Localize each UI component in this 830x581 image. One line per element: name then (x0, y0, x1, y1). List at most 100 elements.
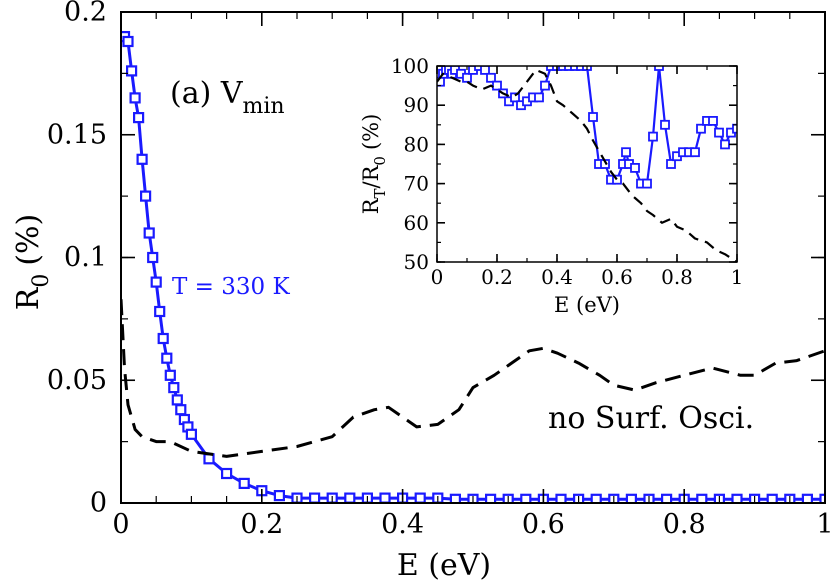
inset-data-point (732, 123, 737, 134)
main-series-line-1 (121, 299, 825, 458)
inset-data-point (540, 80, 550, 91)
inset-y-tick-label: 60 (404, 211, 429, 235)
main-y-tick-label: 0.1 (64, 242, 107, 273)
inset-data-point (534, 92, 544, 103)
main-tick-layer: 0 0.2 0.4 0.6 0.8 1 0 0.05 0.1 0.15 0.2 (47, 0, 830, 540)
main-y-tick-label: 0 (90, 488, 107, 519)
inset-y-axis-title-unit: (%) (359, 114, 383, 150)
main-data-point (485, 493, 497, 503)
main-data-point (590, 493, 602, 503)
main-data-point (122, 35, 134, 48)
main-data-point (147, 251, 159, 264)
main-data-point (168, 382, 180, 394)
inset-y-axis-title-sub2: 0 (371, 156, 389, 166)
main-data-point (161, 352, 173, 364)
inset-data-point (654, 66, 664, 71)
main-data-point (660, 493, 673, 503)
main-series-1 (121, 299, 825, 458)
inset-data-point (480, 66, 490, 75)
main-data-point (273, 490, 285, 502)
main-data-point (140, 190, 152, 202)
inset-data-point (708, 116, 718, 126)
inset-data-point (462, 72, 472, 83)
inset-x-tick-label: 0.2 (481, 265, 513, 289)
inset-data-point (588, 112, 598, 122)
inset-data-point (621, 147, 631, 158)
main-data-point (731, 493, 743, 503)
inset-y-tick-label: 70 (404, 172, 429, 196)
inset-x-tick-label: 0 (431, 265, 444, 289)
inset-y-tick-label: 100 (391, 54, 429, 78)
main-data-point (185, 428, 197, 440)
inset-y-axis-title-sub1: T (371, 188, 389, 198)
main-y-axis-title-sub: 0 (29, 274, 54, 288)
main-data-point (129, 92, 141, 104)
inset-x-tick-label: 0.4 (541, 265, 573, 289)
main-x-axis-title: E (eV) (397, 548, 491, 581)
inset-data-point (714, 127, 724, 138)
main-x-tick-label: 0 (112, 509, 129, 540)
inset-data-point (666, 159, 676, 169)
main-data-point (801, 493, 814, 503)
inset-data-point (612, 174, 622, 185)
main-x-tick-label: 0.2 (240, 509, 283, 540)
main-data-point (150, 276, 162, 288)
inset-x-tick-label: 1 (731, 265, 744, 289)
inset-data-point (696, 123, 706, 134)
main-x-tick-label: 0.4 (381, 509, 424, 540)
inset-data-point (546, 66, 556, 71)
inset-y-tick-label: 90 (404, 93, 429, 117)
inset-data-point (630, 162, 640, 173)
inset-x-tick-label: 0.6 (601, 265, 633, 289)
main-data-point (414, 492, 426, 503)
main-data-point (379, 492, 391, 503)
main-data-point (819, 493, 825, 503)
inset-series-line-1 (437, 68, 737, 262)
main-x-tick-label: 0.8 (663, 509, 706, 540)
main-series-layer (121, 30, 825, 503)
main-data-point (133, 111, 145, 124)
inset-y-axis-title: RT/R0(%) (359, 114, 389, 215)
inset-data-point (660, 119, 670, 130)
inset-data-point (642, 178, 652, 189)
inset-data-point (720, 139, 730, 150)
main-data-point (143, 227, 155, 239)
inset-data-point (576, 66, 586, 71)
main-x-tick-label: 1 (816, 509, 830, 540)
main-data-point (136, 153, 148, 165)
main-data-point (625, 493, 638, 503)
inset-data-point (486, 72, 496, 83)
inset-data-point (558, 66, 568, 71)
inset-data-point (492, 80, 502, 91)
main-y-axis-title: R0(%) (11, 214, 54, 311)
main-y-axis-title-unit: (%) (11, 214, 46, 266)
main-data-point (154, 305, 166, 318)
main-x-tick-label: 0.6 (522, 509, 565, 540)
main-data-point (238, 477, 250, 489)
inset-data-point (510, 92, 520, 103)
main-data-point (309, 492, 321, 503)
main-panel-label-sub: min (243, 94, 285, 119)
main-data-point (125, 65, 138, 77)
main-data-point (449, 493, 461, 503)
main-data-point (766, 493, 778, 503)
inset-data-point (648, 131, 658, 142)
main-data-point (164, 369, 176, 381)
main-y-tick-label: 0.2 (64, 0, 107, 28)
inset-series-1 (437, 68, 737, 262)
inset-tick-layer: 0 0.2 0.4 0.6 0.8 1 50 60 70 80 90 100 (391, 54, 744, 289)
main-data-point (520, 493, 532, 503)
main-y-tick-label: 0.15 (47, 119, 107, 150)
no-surf-annotation: no Surf. Osci. (548, 401, 754, 436)
main-data-point (171, 394, 183, 406)
inset-data-point (570, 66, 580, 71)
main-y-tick-label: 0.05 (47, 365, 107, 396)
main-data-point (696, 493, 708, 503)
inset-data-point (564, 66, 574, 71)
inset-x-axis-title: E (eV) (554, 293, 620, 317)
temperature-annotation: T = 330 K (172, 274, 290, 300)
inset-background (437, 66, 737, 262)
main-panel: 0 0.2 0.4 0.6 0.8 1 0 0.05 0.1 0.15 0.2 (a) Vmin T… (11, 0, 830, 581)
